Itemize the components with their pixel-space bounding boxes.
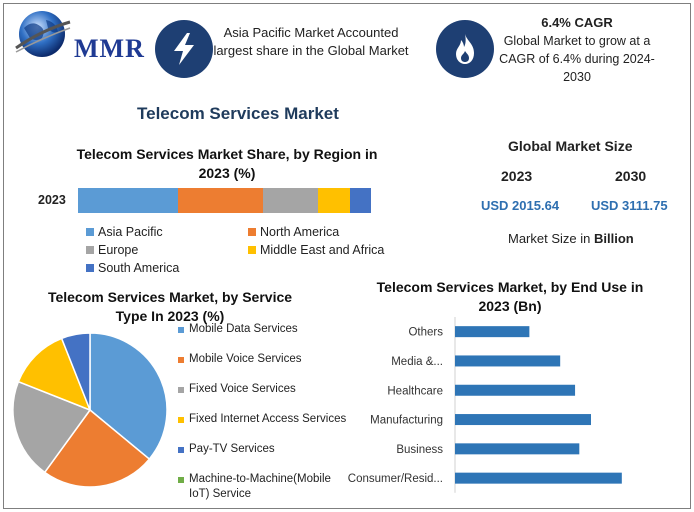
region-bar-segment xyxy=(350,188,371,213)
legend-swatch xyxy=(178,387,184,393)
region-legend-item: Asia Pacific xyxy=(86,225,163,239)
end-use-bar xyxy=(455,326,530,338)
region-bar-segment xyxy=(262,188,319,213)
pie-legend-item: Machine-to-Machine(Mobile IoT) Service xyxy=(178,472,331,502)
region-legend-item: Middle East and Africa xyxy=(248,243,384,257)
mmr-logo: MMR xyxy=(12,8,145,64)
flame-icon xyxy=(436,20,494,78)
page-title: Telecom Services Market xyxy=(137,104,339,123)
end-use-bar xyxy=(455,355,561,367)
end-use-chart-title: Telecom Services Market, by End Use in 2… xyxy=(376,279,644,314)
end-use-bar xyxy=(455,384,576,396)
category-label: Business xyxy=(396,444,443,456)
global-market-size-title: Global Market Size xyxy=(508,138,633,154)
pie-slice xyxy=(89,332,168,461)
year-2023-label: 2023 xyxy=(501,168,533,184)
pie-legend-item: Pay-TV Services xyxy=(178,442,275,457)
legend-swatch xyxy=(178,357,184,363)
end-use-bar xyxy=(455,443,580,455)
legend-swatch xyxy=(178,327,184,333)
category-label: Consumer/Resid... xyxy=(348,473,443,485)
pie-slice xyxy=(12,380,92,474)
legend-swatch xyxy=(248,246,256,254)
region-legend-item: Europe xyxy=(86,243,138,257)
region-chart-title: Telecom Services Market Share, by Region… xyxy=(76,146,378,181)
category-label: Media &... xyxy=(391,356,443,368)
end-use-bar xyxy=(455,472,622,484)
end-use-bar xyxy=(455,414,591,426)
category-label: Manufacturing xyxy=(370,415,443,427)
legend-label: North America xyxy=(260,225,340,239)
market-size-unit: Market Size in Billion xyxy=(508,231,634,246)
region-bar-segment xyxy=(318,188,351,213)
market-value-2030: USD 3111.75 xyxy=(591,198,668,213)
legend-label: Pay-TV Services xyxy=(189,443,275,455)
year-2030-label: 2030 xyxy=(615,168,647,184)
region-bar-segment xyxy=(177,188,263,213)
pie-slice xyxy=(17,337,92,412)
pie-legend-item: Fixed Voice Services xyxy=(178,382,296,397)
legend-swatch xyxy=(248,228,256,236)
legend-swatch xyxy=(86,246,94,254)
logo-text: MMR xyxy=(74,34,145,63)
legend-label: Mobile Data Services xyxy=(189,323,298,335)
pie-slice xyxy=(43,408,151,488)
cagr-title: 6.4% CAGR xyxy=(541,15,613,30)
pie-legend-item: Mobile Data Services xyxy=(178,322,298,337)
legend-label: Fixed Internet Access Services xyxy=(189,413,347,425)
legend-swatch xyxy=(178,447,184,453)
unit-text: Market Size in xyxy=(508,231,594,246)
lightning-icon xyxy=(155,20,213,78)
unit-bold: Billion xyxy=(593,231,634,246)
region-bar-segment xyxy=(78,188,178,213)
infographic-frame xyxy=(3,3,691,509)
legend-label: Asia Pacific xyxy=(98,225,163,239)
service-type-chart-title: Telecom Services Market, by Service Type… xyxy=(47,289,293,324)
region-legend-item: South America xyxy=(86,261,179,275)
legend-swatch xyxy=(178,477,184,483)
legend-swatch xyxy=(86,264,94,272)
legend-swatch xyxy=(86,228,94,236)
market-value-2023: USD 2015.64 xyxy=(481,198,560,213)
legend-swatch xyxy=(178,417,184,423)
pie-slice xyxy=(60,332,91,411)
region-bar-category: 2023 xyxy=(38,193,66,207)
service-type-pie-chart xyxy=(12,332,168,488)
legend-label: Fixed Voice Services xyxy=(189,383,296,395)
legend-label: South America xyxy=(98,261,180,275)
asia-pacific-share-text: Asia Pacific Market Accounted largest sh… xyxy=(213,25,409,58)
legend-label: Machine-to-Machine(Mobile IoT) Service xyxy=(189,473,331,500)
legend-label: Mobile Voice Services xyxy=(189,353,302,365)
globe-logo-icon xyxy=(15,11,71,57)
category-label: Others xyxy=(408,327,443,339)
cagr-text: Global Market to grow at a CAGR of 6.4% … xyxy=(499,34,655,84)
region-legend-item: North America xyxy=(248,225,339,239)
end-use-bar-chart: Others Media &... Healthcare Manufacturing B… xyxy=(348,317,622,493)
region-stacked-bar xyxy=(78,188,371,213)
category-label: Healthcare xyxy=(387,385,443,397)
pie-legend-item: Fixed Internet Access Services xyxy=(178,412,346,427)
pie-legend-item: Mobile Voice Services xyxy=(178,352,302,367)
legend-label: Middle East and Africa xyxy=(260,243,385,257)
legend-label: Europe xyxy=(98,243,139,257)
